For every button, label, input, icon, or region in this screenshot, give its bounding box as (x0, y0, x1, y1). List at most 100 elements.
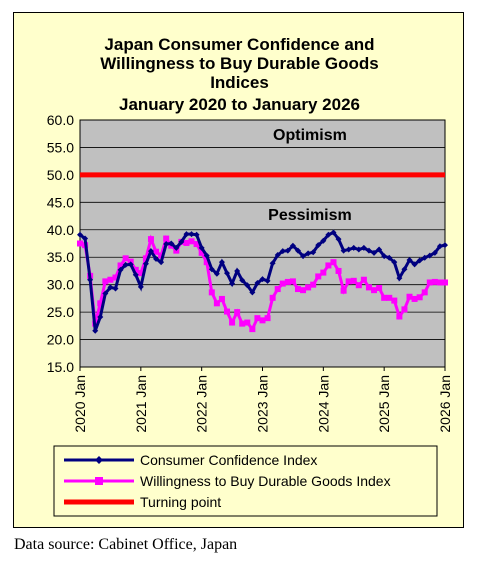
consumer-confidence-point (360, 244, 367, 251)
x-tick-label: 2026 Jan (437, 375, 453, 433)
consumer-confidence-point (305, 250, 312, 257)
willingness-point (421, 289, 428, 296)
willingness-point (183, 239, 190, 246)
consumer-confidence-point (107, 284, 114, 291)
consumer-confidence-point (153, 255, 160, 262)
legend: Consumer Confidence Index Willingness to… (53, 445, 438, 517)
consumer-confidence-point (249, 289, 256, 296)
consumer-confidence-point (401, 266, 408, 273)
willingness-point (269, 294, 276, 301)
consumer-confidence-point (381, 253, 388, 260)
consumer-confidence-point (163, 241, 170, 248)
consumer-confidence-point (203, 252, 210, 259)
chart-title-line-2: Willingness to Buy Durable Goods (100, 54, 379, 73)
willingness-point (320, 269, 327, 276)
chart-frame: Japan Consumer Confidence and Willingnes… (13, 12, 464, 528)
willingness-point (224, 308, 231, 315)
consumer-confidence-point (315, 242, 322, 249)
consumer-confidence-point (224, 270, 231, 277)
willingness-point (264, 315, 271, 322)
willingness-point (325, 262, 332, 269)
willingness-point (259, 317, 266, 324)
y-tick-label: 60.0 (47, 112, 74, 128)
series-layer (77, 172, 448, 334)
consumer-confidence-point (254, 280, 261, 287)
consumer-confidence-point (178, 238, 185, 245)
willingness-point (147, 236, 154, 243)
legend-label-willingness: Willingness to Buy Durable Goods Index (140, 473, 391, 489)
consumer-confidence-point (431, 249, 438, 256)
consumer-confidence-point (284, 247, 291, 254)
willingness-point (254, 315, 261, 322)
consumer-confidence-point (82, 235, 89, 242)
consumer-confidence-point (426, 252, 433, 259)
willingness-point (305, 284, 312, 291)
willingness-point (249, 326, 256, 333)
y-tick-label: 25.0 (47, 304, 74, 320)
consumer-confidence-point (77, 231, 83, 238)
consumer-confidence-point (117, 266, 124, 273)
consumer-confidence-point (122, 261, 129, 268)
annotation-pessimism: Pessimism (268, 207, 352, 224)
y-tick-label: 45.0 (47, 194, 74, 210)
willingness-point (284, 278, 291, 285)
consumer-confidence-point (294, 247, 301, 254)
willingness-point (244, 319, 251, 326)
consumer-confidence-point (279, 248, 286, 255)
legend-label-turning-point: Turning point (140, 494, 221, 510)
willingness-point (274, 286, 281, 293)
willingness-point (208, 289, 215, 296)
willingness-point (198, 249, 205, 256)
willingness-point (426, 279, 433, 286)
consumer-confidence-point (442, 242, 448, 249)
willingness-point (289, 278, 296, 285)
consumer-confidence-point (350, 244, 357, 251)
y-tick-label: 30.0 (47, 277, 74, 293)
willingness-point (218, 295, 225, 302)
willingness-point (142, 255, 149, 262)
willingness-point (391, 297, 398, 304)
willingness-point (234, 309, 241, 316)
x-tick-label: 2023 Jan (255, 375, 271, 433)
consumer-confidence-point (193, 231, 200, 238)
consumer-confidence-point (132, 271, 139, 278)
willingness-point (112, 274, 119, 281)
consumer-confidence-point (411, 261, 418, 268)
consumer-confidence-point (436, 243, 443, 250)
consumer-confidence-point (208, 266, 215, 273)
consumer-confidence-point (239, 277, 246, 284)
willingness-point (203, 259, 210, 266)
consumer-confidence-point (127, 261, 134, 268)
chart-title-line-3: Indices (210, 73, 269, 92)
willingness-point (122, 255, 129, 262)
willingness-point (401, 306, 408, 313)
willingness-point (371, 287, 378, 294)
willingness-point (431, 278, 438, 285)
willingness-point (376, 284, 383, 291)
willingness-point (411, 295, 418, 302)
y-tick-label: 15.0 (47, 359, 74, 375)
consumer-confidence-point (244, 282, 251, 289)
data-source-note: Data source: Cabinet Office, Japan (14, 536, 238, 553)
willingness-point (442, 279, 448, 286)
legend-marker-willingness (95, 477, 103, 485)
consumer-confidence-point (421, 254, 428, 261)
consumer-confidence-point (102, 290, 109, 297)
willingness-point (335, 267, 342, 274)
y-tick-label: 35.0 (47, 249, 74, 265)
consumer-confidence-point (213, 270, 220, 277)
chart-canvas: 15.0 20.0 25.0 30.0 35.0 40.0 45.0 50.0 55.0 60.0… (47, 112, 453, 517)
consumer-confidence-point (269, 260, 276, 267)
y-tick-label: 50.0 (47, 167, 74, 183)
consumer-confidence-point (396, 275, 403, 282)
x-tick-label: 2024 Jan (315, 375, 331, 433)
willingness-point (229, 319, 236, 326)
willingness-point (381, 294, 388, 301)
willingness-point (239, 320, 246, 327)
consumer-confidence-point (274, 252, 281, 259)
willingness-point (406, 293, 413, 300)
consumer-confidence-point (183, 231, 190, 238)
willingness-point (102, 278, 109, 285)
consumer-confidence-point (335, 236, 342, 243)
willingness-point (340, 287, 347, 294)
